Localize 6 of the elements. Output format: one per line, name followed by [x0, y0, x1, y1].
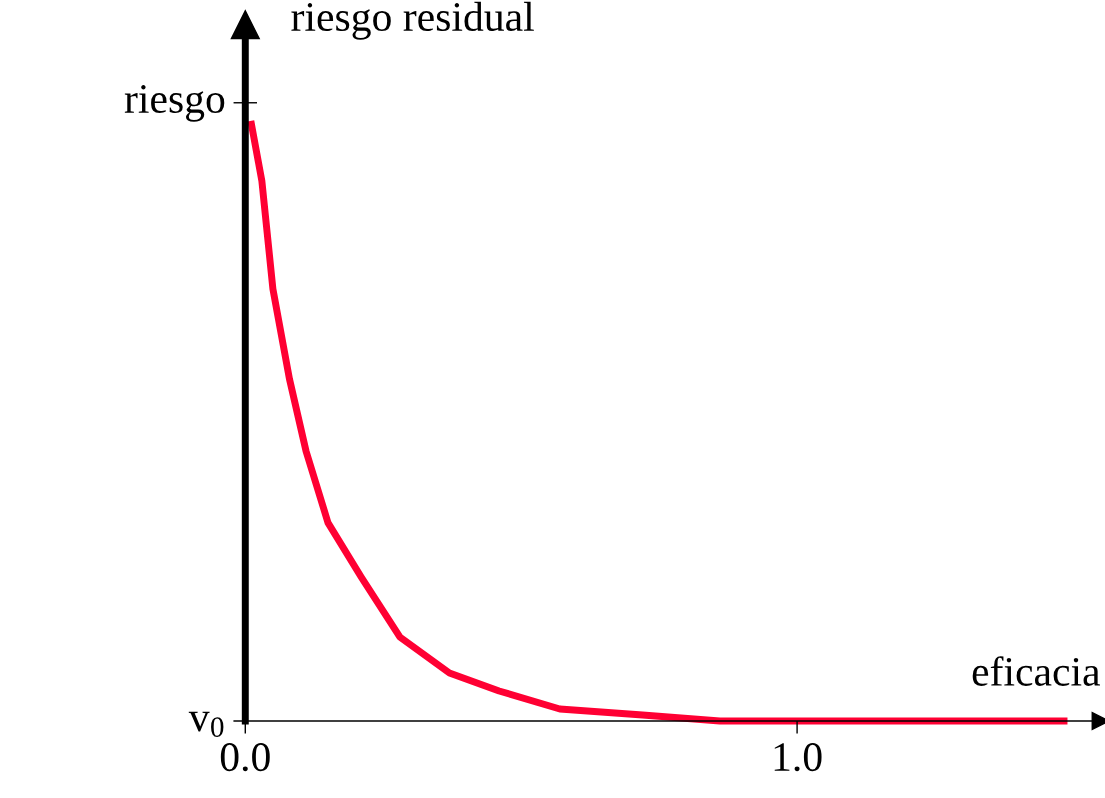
text: v$_{0}$	[188, 711, 224, 737]
x-axis-title: eficacia	[972, 656, 1100, 686]
x-tick-label: 1.0	[774, 743, 822, 772]
x-tick-label: 0.0	[220, 743, 270, 772]
text: riesgo	[124, 85, 225, 122]
y-axis-title: riesgo residual	[291, 1, 534, 40]
